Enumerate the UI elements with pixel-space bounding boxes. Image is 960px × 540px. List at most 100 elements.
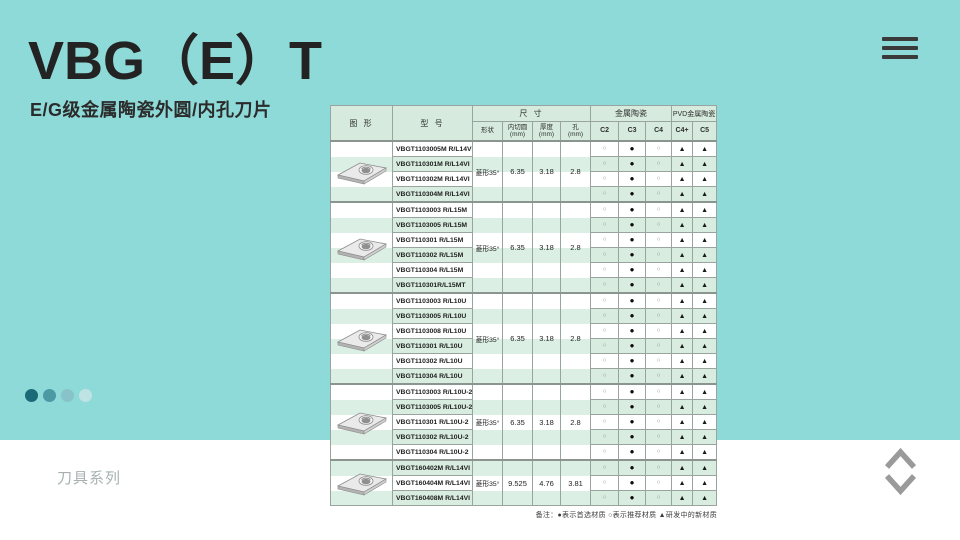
grade-mark-cell: ○ [590, 399, 620, 415]
header-hole: 孔 (mm) [559, 121, 592, 142]
grade-mark-cell: ○ [645, 383, 673, 400]
grade-mark-cell: ▲ [671, 429, 694, 445]
hole-cell: 3.81 [559, 459, 592, 506]
spec-table: 图 形 型 号 尺 寸 金属陶瓷 PVD金属陶瓷 形状 内切圆 (mm) 厚度 … [330, 105, 718, 506]
menu-bar [882, 37, 918, 41]
grade-mark-cell: ○ [645, 475, 673, 491]
header-grade-c3: C3 [618, 121, 647, 142]
grade-mark-cell: ▲ [671, 277, 694, 294]
grade-mark-cell: ○ [590, 459, 620, 476]
model-cell: VBGT110301 R/L10U [392, 338, 473, 354]
pager-dot[interactable] [61, 389, 74, 402]
grade-mark-cell: ○ [590, 186, 620, 203]
grade-mark-cell: ○ [645, 292, 673, 309]
thickness-cell: 3.18 [532, 383, 561, 461]
grade-mark-cell: ● [618, 429, 647, 445]
grade-mark-cell: ○ [590, 353, 620, 369]
grade-mark-cell: ● [618, 444, 647, 461]
pager-dot[interactable] [43, 389, 56, 402]
grade-mark-cell: ▲ [671, 444, 694, 461]
model-cell: VBGT110301 R/L15M [392, 232, 473, 248]
legend-note: 备注：●表示首选材质 ○表示推荐材质 ▲研发中的新材质 [535, 512, 717, 519]
grade-mark-cell: ○ [645, 338, 673, 354]
insert-photo-icon [336, 162, 387, 185]
insert-figure-cell [330, 140, 393, 203]
model-cell: VBGT1103008 R/L10U [392, 323, 473, 339]
grade-mark-cell: ○ [645, 308, 673, 324]
pager-arrows [884, 448, 917, 498]
grade-mark-cell: ▲ [692, 201, 718, 218]
grade-mark-cell: ○ [645, 140, 673, 157]
thickness-cell: 3.18 [532, 201, 561, 294]
grade-mark-cell: ○ [590, 201, 620, 218]
grade-mark-cell: ▲ [692, 490, 718, 506]
series-label: 刀具系列 [57, 470, 122, 487]
grade-mark-cell: ○ [590, 338, 620, 354]
grade-mark-cell: ▲ [671, 140, 694, 157]
model-cell: VBGT110302 R/L10U-2 [392, 429, 473, 445]
grade-mark-cell: ● [618, 338, 647, 354]
grade-mark-cell: ▲ [671, 201, 694, 218]
header-figure: 图 形 [330, 105, 393, 142]
grade-mark-cell: ○ [590, 247, 620, 263]
grade-mark-cell: ▲ [671, 475, 694, 491]
table-row: VBGT160402M R/L14VI 菱形35° 9.525 4.76 3.81 ○ ● ○… [330, 459, 718, 506]
grade-mark-cell: ○ [645, 323, 673, 339]
pager-dot[interactable] [79, 389, 92, 402]
grade-mark-cell: ● [618, 171, 647, 187]
grade-mark-cell: ▲ [692, 475, 718, 491]
grade-mark-cell: ▲ [671, 338, 694, 354]
model-cell: VBGT110302 R/L10U [392, 353, 473, 369]
header-grade-c2: C2 [590, 121, 620, 142]
grade-mark-cell: ● [618, 475, 647, 491]
grade-mark-cell: ▲ [692, 171, 718, 187]
menu-icon[interactable] [882, 37, 918, 64]
grade-mark-cell: ○ [590, 383, 620, 400]
table-row: VBGT1103003 R/L10U 菱形35° 6.35 3.18 2.8 ○ ● ○ ▲ ▲ [330, 292, 718, 385]
chevron-down-icon[interactable] [884, 473, 917, 495]
header-shape: 形状 [472, 121, 503, 142]
shape-cell: 菱形35° [472, 292, 503, 385]
grade-mark-cell: ○ [590, 429, 620, 445]
header-size-group: 尺 寸 [471, 105, 592, 122]
grade-mark-cell: ▲ [692, 262, 718, 278]
insert-photo-icon [336, 329, 387, 352]
menu-bar [882, 55, 918, 59]
grade-mark-cell: ▲ [692, 140, 718, 157]
shape-cell: 菱形35° [472, 459, 503, 506]
insert-figure-cell [330, 201, 393, 294]
grade-mark-cell: ▲ [692, 383, 718, 400]
grade-mark-cell: ▲ [671, 171, 694, 187]
grade-mark-cell: ▲ [671, 247, 694, 263]
chevron-up-icon[interactable] [884, 448, 917, 470]
grade-mark-cell: ▲ [692, 459, 718, 476]
hole-cell: 2.8 [559, 383, 592, 461]
header-grade-c4: C4 [645, 121, 673, 142]
grade-mark-cell: ○ [590, 308, 620, 324]
grade-mark-cell: ▲ [692, 156, 718, 172]
header-cermet-group: 金属陶瓷 [590, 105, 673, 122]
pager-dot[interactable] [25, 389, 38, 402]
grade-mark-cell: ▲ [671, 262, 694, 278]
grade-mark-cell: ▲ [692, 338, 718, 354]
grade-mark-cell: ● [618, 414, 647, 430]
grade-mark-cell: ● [618, 368, 647, 385]
table-row: VBGT110301R/L15MT ○ ● ○ ▲ ▲ [331, 277, 718, 294]
grade-mark-cell: ○ [590, 368, 620, 385]
grade-mark-cell: ▲ [671, 156, 694, 172]
grade-mark-cell: ○ [590, 232, 620, 248]
grade-mark-cell: ● [618, 292, 647, 309]
hole-cell: 2.8 [559, 140, 592, 203]
inscribed-circle-cell: 6.35 [502, 292, 533, 385]
grade-mark-cell: ○ [645, 217, 673, 233]
grade-mark-cell: ○ [590, 277, 620, 294]
grade-mark-cell: ● [618, 459, 647, 476]
page-title: VBG（E）T [28, 31, 323, 91]
grade-mark-cell: ▲ [692, 292, 718, 309]
insert-figure-cell [330, 292, 393, 385]
grade-mark-cell: ▲ [692, 368, 718, 385]
model-cell: VBGT110304M R/L14VI [392, 186, 473, 203]
model-cell: VBGT110304 R/L10U-2 [392, 444, 473, 461]
grade-mark-cell: ○ [645, 186, 673, 203]
grade-mark-cell: ▲ [671, 490, 694, 506]
